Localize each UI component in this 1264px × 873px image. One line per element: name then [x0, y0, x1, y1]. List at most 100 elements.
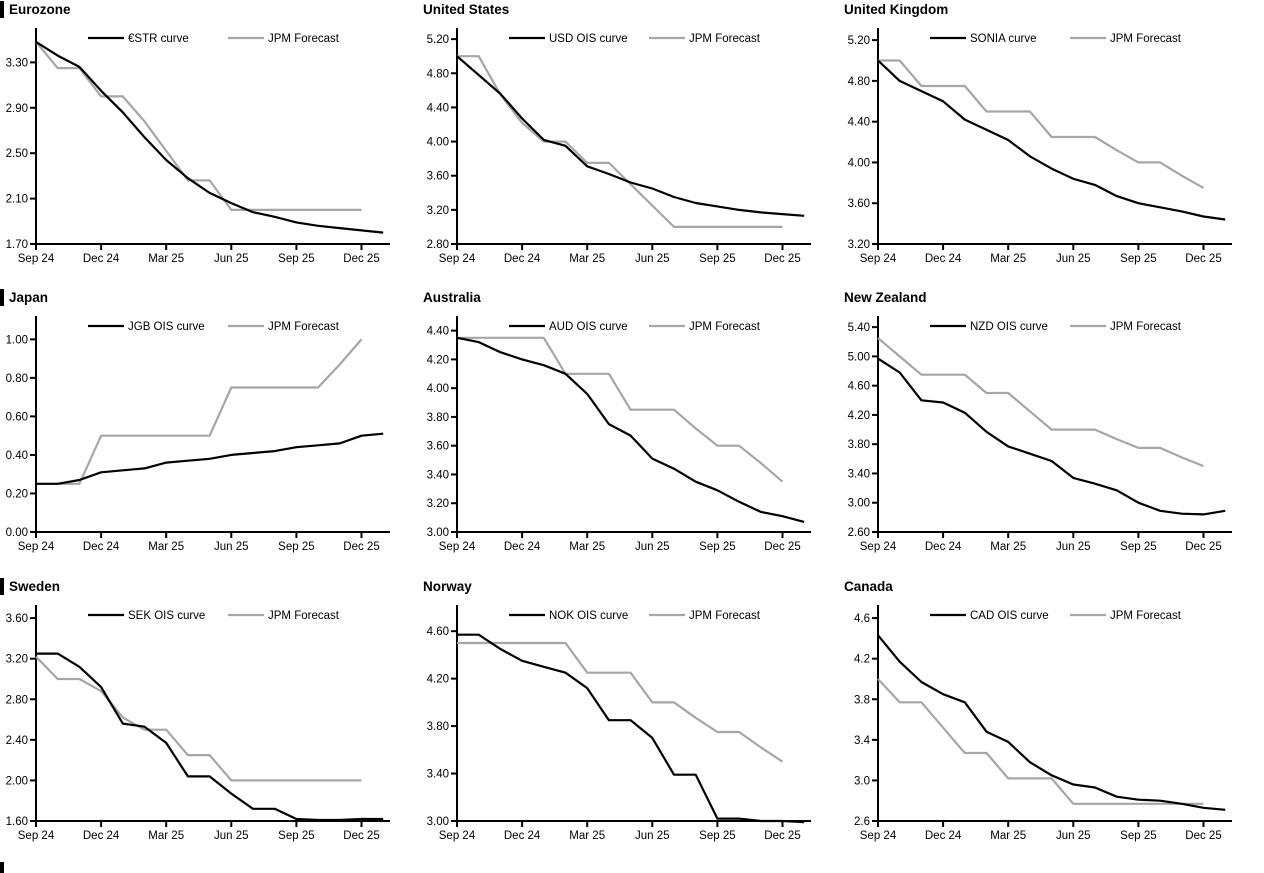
x-tick-label: Dec 25: [764, 541, 800, 553]
y-tick-label: 1.60: [6, 816, 28, 828]
legend-curve-label: AUD OIS curve: [549, 321, 628, 333]
y-tick-label: 3.60: [427, 171, 449, 183]
y-tick-label: 3.40: [427, 469, 449, 481]
x-tick-label: Sep 25: [699, 541, 735, 553]
rate-chart-sweden: 1.60 2.00 2.40 2.80 3.20 3.60 Sep 24 Dec 24 Mar …: [6, 605, 390, 842]
ois-curve-line: [877, 634, 1226, 811]
ois-curve-line: [456, 336, 805, 523]
y-tick-label: 3.60: [6, 613, 28, 625]
forecast-line: [35, 655, 362, 782]
x-tick-label: Sep 24: [18, 541, 55, 553]
legend-forecast-label: JPM Forecast: [1110, 610, 1182, 622]
chart-title-row: United Kingdom: [842, 1, 1264, 22]
ois-curve-line: [877, 59, 1226, 221]
chart-title: New Zealand: [844, 290, 927, 305]
rate-chart-united-kingdom: 3.20 3.60 4.00 4.40 4.80 5.20 Sep 24 Dec 24 Mar …: [848, 28, 1232, 265]
y-tick-label: 2.40: [6, 735, 28, 747]
y-tick-label: 2.50: [6, 148, 28, 160]
y-tick-label: 0.00: [6, 527, 28, 539]
y-tick-label: 4.40: [427, 102, 449, 114]
y-tick-label: 4.40: [848, 117, 870, 129]
x-tick-label: Dec 24: [504, 253, 541, 265]
legend-curve-label: USD OIS curve: [549, 33, 628, 45]
chart-title: Canada: [844, 579, 893, 594]
y-tick-label: 4.20: [427, 674, 449, 686]
x-tick-label: Jun 25: [214, 253, 249, 265]
x-tick-label: Sep 24: [18, 830, 55, 842]
forecast-line: [877, 337, 1204, 468]
legend-curve-label: SEK OIS curve: [128, 610, 205, 622]
rate-chart-united-states: 2.80 3.20 3.60 4.00 4.40 4.80 5.20 Sep 24 Dec 24…: [427, 28, 811, 265]
x-tick-label: Sep 25: [1120, 830, 1156, 842]
x-tick-label: Dec 25: [1185, 830, 1221, 842]
x-tick-label: Mar 25: [569, 541, 605, 553]
x-tick-label: Mar 25: [990, 253, 1026, 265]
x-tick-label: Dec 25: [1185, 541, 1221, 553]
x-tick-label: Jun 25: [635, 830, 670, 842]
chart-title: Eurozone: [9, 2, 71, 17]
rate-chart-japan: 0.00 0.20 0.40 0.60 0.80 1.00 Sep 24 Dec 24 Mar …: [6, 316, 390, 553]
page-corner-mark: [0, 862, 4, 873]
x-tick-label: Sep 25: [699, 253, 735, 265]
chart-title-row: United States: [421, 1, 842, 22]
x-tick-label: Sep 25: [1120, 253, 1156, 265]
y-tick-label: 4.6: [854, 613, 870, 625]
x-tick-label: Sep 24: [860, 830, 897, 842]
y-tick-label: 3.0: [854, 775, 870, 787]
y-tick-label: 0.80: [6, 373, 28, 385]
y-tick-label: 3.30: [6, 57, 28, 69]
x-tick-label: Dec 24: [925, 541, 962, 553]
forecast-line: [877, 678, 1204, 805]
y-tick-label: 4.20: [427, 354, 449, 366]
x-tick-label: Mar 25: [148, 830, 184, 842]
y-tick-label: 1.70: [6, 239, 28, 251]
chart-panel-new-zealand: New Zealand 2.60 3.00 3.40 3.80 4.20 4.60 5.00…: [842, 288, 1264, 577]
ois-curve-line: [877, 357, 1226, 516]
x-tick-label: Sep 25: [699, 830, 735, 842]
chart-title-row: Canada: [842, 578, 1264, 599]
page-edge-bar: [0, 289, 4, 306]
chart-panel-canada: Canada 2.6 3.0 3.4 3.8 4.2 4.6 Sep 24 Dec 24 Mar…: [842, 577, 1264, 873]
x-tick-label: Sep 24: [18, 253, 55, 265]
x-tick-label: Mar 25: [148, 253, 184, 265]
x-tick-label: Dec 24: [504, 830, 541, 842]
x-tick-label: Sep 25: [278, 541, 314, 553]
ois-curve-line: [36, 432, 384, 485]
y-tick-label: 2.60: [848, 527, 870, 539]
legend-curve-label: NZD OIS curve: [970, 321, 1048, 333]
y-tick-label: 5.40: [848, 322, 870, 334]
legend-forecast-label: JPM Forecast: [268, 610, 340, 622]
chart-title-row: Australia: [421, 289, 842, 310]
x-tick-label: Mar 25: [569, 253, 605, 265]
chart-title-row: Sweden: [0, 578, 421, 599]
chart-title-row: New Zealand: [842, 289, 1264, 310]
x-tick-label: Mar 25: [990, 541, 1026, 553]
forecast-line: [457, 55, 783, 228]
x-tick-label: Dec 25: [764, 830, 800, 842]
y-tick-label: 3.00: [427, 816, 449, 828]
chart-panel-norway: Norway 3.00 3.40 3.80 4.20 4.60 Sep 24 Dec 24 M…: [421, 577, 842, 873]
ois-curve-line: [35, 40, 384, 234]
y-tick-label: 0.60: [6, 411, 28, 423]
y-tick-label: 3.4: [854, 735, 871, 747]
legend-forecast-label: JPM Forecast: [689, 610, 761, 622]
ois-curve-line: [457, 633, 805, 824]
x-tick-label: Dec 24: [83, 830, 120, 842]
chart-panel-australia: Australia 3.00 3.20 3.40 3.60 3.80 4.00 4.20 4.…: [421, 288, 842, 577]
x-tick-label: Sep 25: [278, 830, 314, 842]
legend-forecast-label: JPM Forecast: [268, 321, 340, 333]
y-tick-label: 3.8: [854, 694, 870, 706]
legend-forecast-label: JPM Forecast: [1110, 321, 1182, 333]
y-tick-label: 3.80: [427, 412, 449, 424]
legend-forecast-label: JPM Forecast: [689, 33, 761, 45]
y-tick-label: 4.20: [848, 410, 870, 422]
x-tick-label: Mar 25: [148, 541, 184, 553]
y-tick-label: 2.00: [6, 775, 28, 787]
rate-chart-eurozone: 1.70 2.10 2.50 2.90 3.30 Sep 24 Dec 24 Mar 25 Ju…: [6, 28, 390, 265]
y-tick-label: 2.80: [6, 694, 28, 706]
y-tick-label: 4.60: [427, 626, 449, 638]
y-tick-label: 3.60: [427, 441, 449, 453]
x-tick-label: Dec 24: [83, 541, 120, 553]
